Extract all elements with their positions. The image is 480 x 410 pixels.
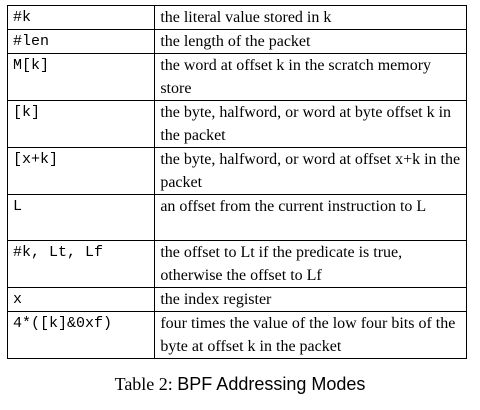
mode-cell: 4*([k]&0xf) xyxy=(6,311,156,359)
description-cell: the byte, halfword, or word at byte offs… xyxy=(154,100,467,148)
mode-cell: L xyxy=(6,194,156,241)
table-row: [k] the byte, halfword, or word at byte … xyxy=(6,100,467,148)
table-row: 4*([k]&0xf) four times the value of the … xyxy=(6,311,467,359)
description-cell: an offset from the current instruction t… xyxy=(154,194,467,241)
addressing-modes-table: #k the literal value stored in k #len th… xyxy=(6,5,467,359)
description-cell: the literal value stored in k xyxy=(154,5,467,30)
table-row: #len the length of the packet xyxy=(6,29,467,54)
table-row: #k the literal value stored in k xyxy=(6,5,467,30)
description-cell: the word at offset k in the scratch memo… xyxy=(154,53,467,101)
mode-cell: [x+k] xyxy=(6,147,156,195)
table-caption: Table 2: BPF Addressing Modes xyxy=(0,374,480,395)
description-cell: the length of the packet xyxy=(154,29,467,54)
description-cell: the offset to Lt if the predicate is tru… xyxy=(154,240,467,288)
table-row: [x+k] the byte, halfword, or word at off… xyxy=(6,147,467,195)
mode-cell: #k, Lt, Lf xyxy=(6,240,156,288)
description-cell: the byte, halfword, or word at offset x+… xyxy=(154,147,467,195)
caption-title: BPF Addressing Modes xyxy=(177,374,366,394)
table-row: M[k] the word at offset k in the scratch… xyxy=(6,53,467,101)
mode-cell: #k xyxy=(6,5,156,30)
caption-label: Table 2: xyxy=(114,374,173,394)
mode-cell: #len xyxy=(6,29,156,54)
description-cell: four times the value of the low four bit… xyxy=(154,311,467,359)
table-row: L an offset from the current instruction… xyxy=(6,194,467,241)
table-row: #k, Lt, Lf the offset to Lt if the predi… xyxy=(6,240,467,288)
table-row: x the index register xyxy=(6,287,467,312)
mode-cell: [k] xyxy=(6,100,156,148)
description-cell: the index register xyxy=(154,287,467,312)
mode-cell: x xyxy=(6,287,156,312)
mode-cell: M[k] xyxy=(6,53,156,101)
